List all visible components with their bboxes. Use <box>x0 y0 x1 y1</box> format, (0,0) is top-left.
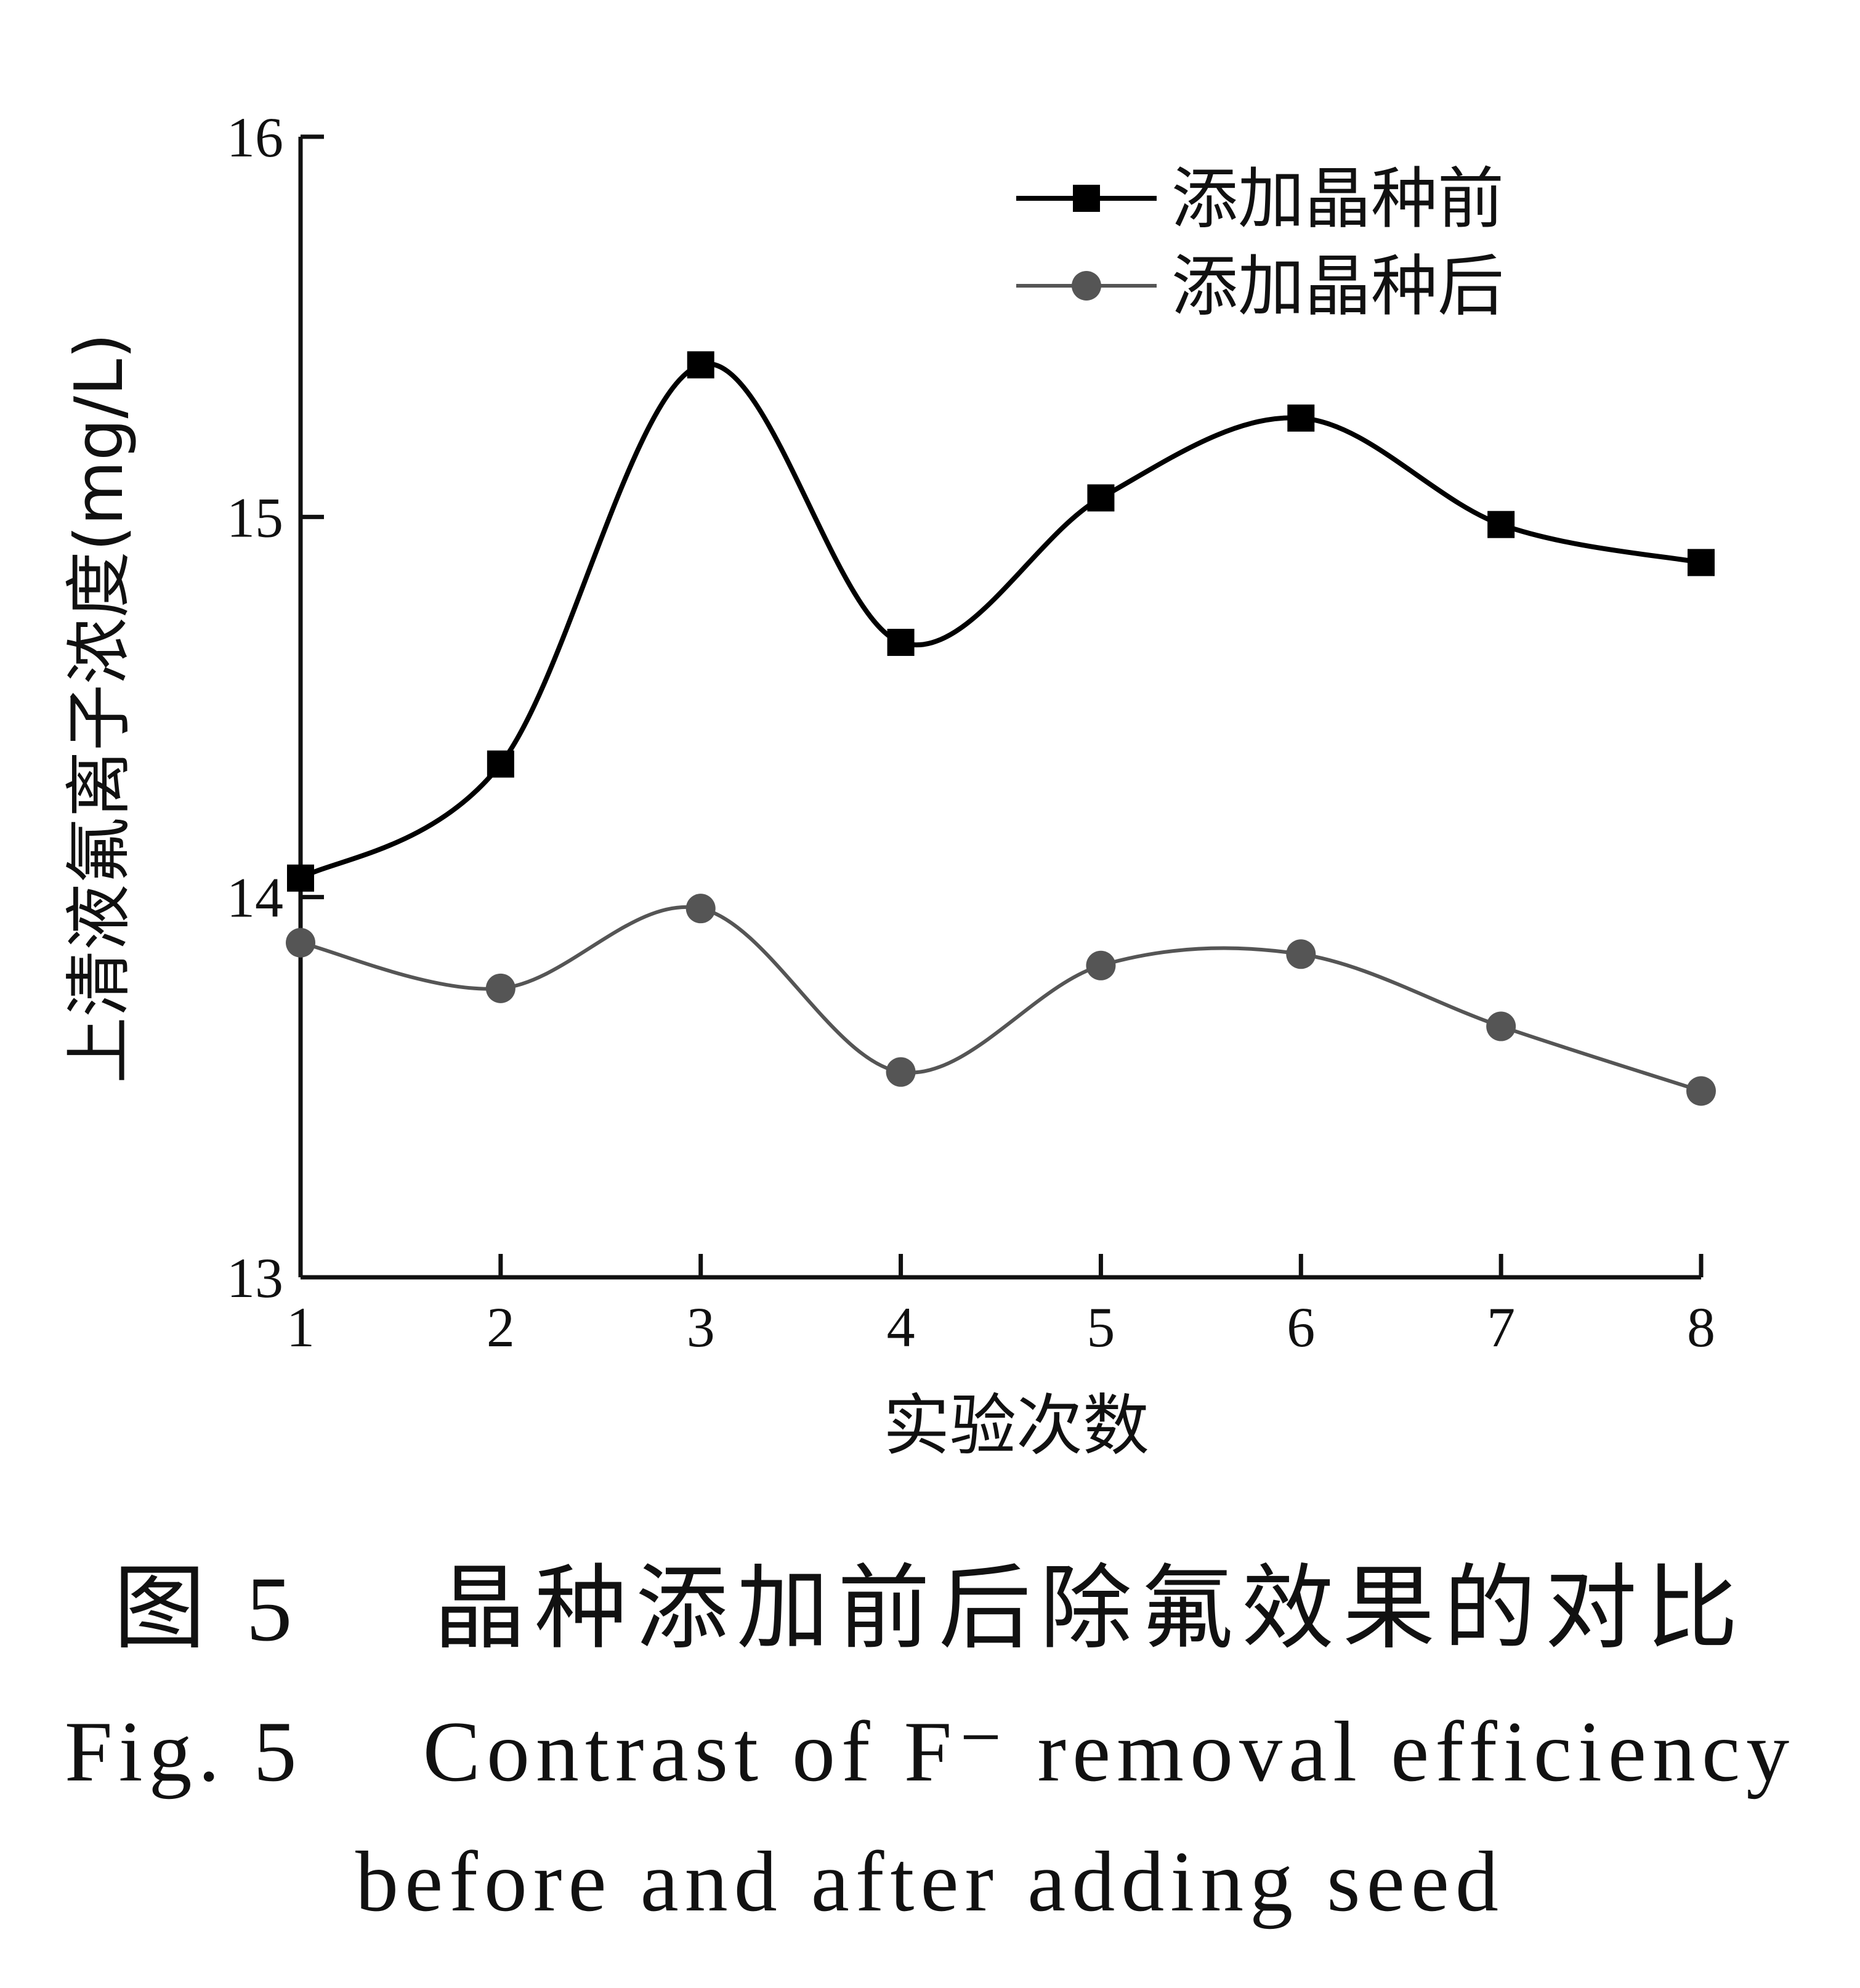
data-point-square <box>1688 549 1715 576</box>
legend-label: 添加晶种前 <box>1171 161 1504 238</box>
data-point-square <box>287 864 314 892</box>
data-point-square <box>487 750 514 778</box>
x-tick-label: 4 <box>887 1296 915 1359</box>
data-point-square <box>687 351 714 379</box>
x-axis-label: 实验次数 <box>883 1388 1149 1465</box>
x-tick-label: 1 <box>286 1296 315 1359</box>
x-tick-label: 2 <box>487 1296 515 1359</box>
series-1-line <box>299 361 1702 881</box>
legend-item-1: 添加晶种前 <box>1016 161 1504 238</box>
data-point-square <box>1487 511 1515 538</box>
data-point-square <box>1287 404 1315 432</box>
legend-marker-square <box>1073 185 1100 212</box>
series-2-line <box>300 905 1702 1093</box>
data-point-circle <box>886 1057 916 1087</box>
series-1 <box>287 351 1715 892</box>
figure-caption-english-line1: Fig. 5 Contrast of F⁻ removal efficiency <box>64 1704 1796 1800</box>
x-tick-label: 8 <box>1687 1296 1715 1359</box>
y-tick-label: 16 <box>227 106 283 169</box>
series-layer <box>286 351 1716 1106</box>
x-tick-label: 7 <box>1487 1296 1515 1359</box>
x-tick-label: 5 <box>1086 1296 1115 1359</box>
data-point-circle <box>286 927 315 958</box>
x-tick-label: 6 <box>1287 1296 1315 1359</box>
legend-marker-circle <box>1072 271 1101 301</box>
y-tick-label: 13 <box>227 1247 283 1309</box>
y-tick-label: 15 <box>227 486 283 549</box>
series-2 <box>286 894 1716 1106</box>
figure-caption-chinese: 图 5 晶种添加前后除氟效果的对比 <box>113 1558 1747 1660</box>
figure-caption-english-line2: before and after adding seed <box>355 1834 1505 1929</box>
legend-label: 添加晶种后 <box>1171 248 1504 325</box>
data-point-square <box>1087 484 1115 512</box>
data-point-circle <box>1686 1076 1716 1106</box>
x-tick-label: 3 <box>687 1296 715 1359</box>
data-point-circle <box>1286 939 1316 969</box>
axes: 13 14 15 16 1 2 3 4 5 6 7 8 <box>227 106 1715 1359</box>
data-point-circle <box>1486 1011 1516 1041</box>
data-point-circle <box>485 973 516 1003</box>
data-point-circle <box>1086 950 1116 980</box>
data-point-circle <box>685 894 716 924</box>
y-tick-label: 14 <box>227 867 283 929</box>
y-axis-label: 上清液氟离子浓度(mg/L) <box>61 333 138 1084</box>
legend-item-2: 添加晶种后 <box>1016 248 1504 325</box>
data-point-square <box>887 629 915 657</box>
